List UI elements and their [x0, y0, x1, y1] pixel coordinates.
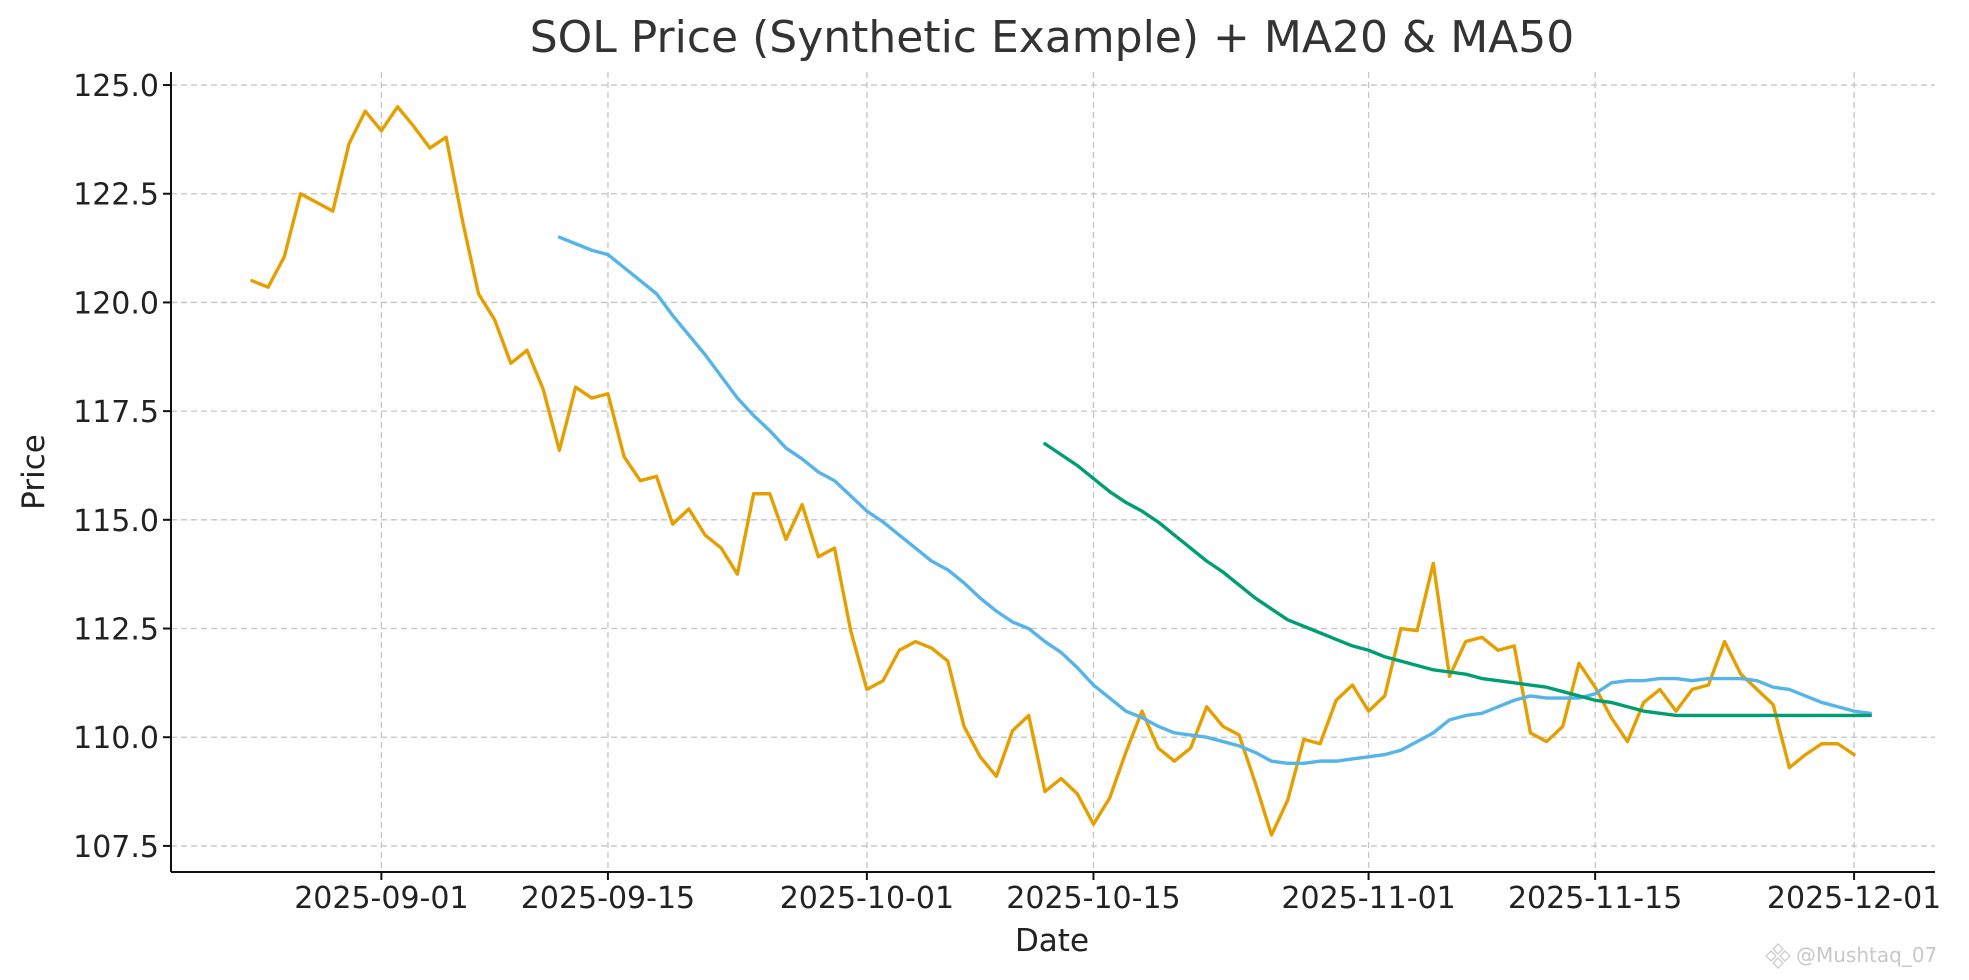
gridlines [171, 72, 1935, 872]
series-lines [250, 105, 1872, 837]
x-tick-label: 2025-11-01 [1281, 881, 1455, 916]
chart-title: SOL Price (Synthetic Example) + MA20 & M… [530, 12, 1575, 63]
series-line-2 [1043, 442, 1872, 718]
x-axis-label: Date [1015, 923, 1089, 959]
y-tick-label: 115.0 [73, 504, 159, 539]
watermark: @Mushtaq_07 [1765, 943, 1937, 969]
series-line-1 [557, 235, 1872, 765]
x-tick-label: 2025-11-15 [1508, 881, 1682, 916]
y-tick-label: 110.0 [73, 721, 159, 756]
x-tick-label: 2025-10-01 [780, 881, 954, 916]
y-tick-label: 117.5 [73, 395, 159, 430]
axes [170, 72, 1935, 873]
x-tick-label: 2025-09-15 [521, 881, 695, 916]
y-axis-label: Price [16, 434, 52, 510]
y-tick-label: 125.0 [73, 69, 159, 104]
y-ticks: 107.5 110.0 112.5 115.0 117.5 120.0 122.5 125.0 [73, 69, 171, 865]
y-tick-label: 112.5 [73, 613, 159, 648]
x-ticks: 2025-09-01 2025-09-15 2025-10-01 2025-10-15… [294, 872, 1941, 916]
watermark-logo-icon [1765, 943, 1791, 969]
x-tick-label: 2025-10-15 [1006, 881, 1180, 916]
y-tick-label: 120.0 [73, 286, 159, 321]
x-tick-label: 2025-12-01 [1767, 881, 1941, 916]
x-tick-label: 2025-09-01 [294, 881, 468, 916]
y-tick-label: 122.5 [73, 178, 159, 213]
y-tick-label: 107.5 [73, 830, 159, 865]
series-line-0 [250, 105, 1856, 837]
watermark-text: @Mushtaq_07 [1796, 943, 1937, 967]
